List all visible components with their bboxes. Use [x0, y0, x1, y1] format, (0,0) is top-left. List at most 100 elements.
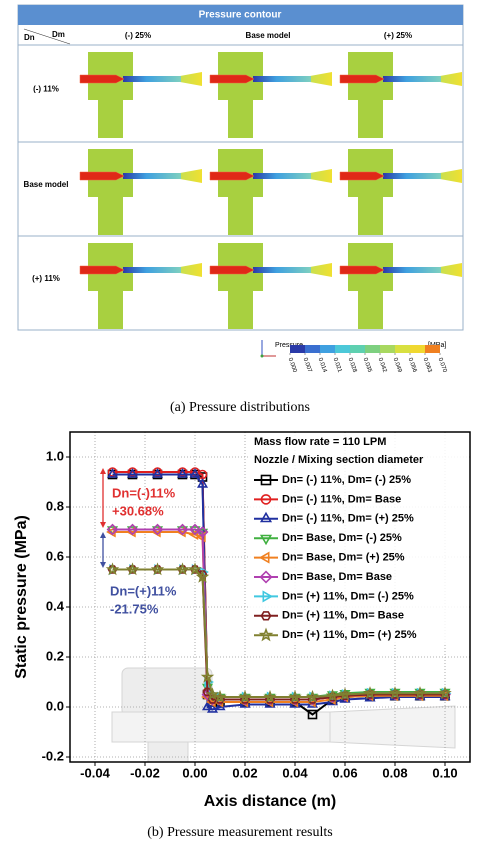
annotation: Dn=(-)11% — [112, 485, 176, 500]
legend-label: Dn= Base, Dm= (+) 25% — [282, 552, 405, 564]
nozzle — [79, 265, 125, 275]
colorbar-segment — [365, 345, 380, 353]
y-axis-label: Static pressure (MPa) — [13, 515, 30, 679]
x-tick-label: 0.04 — [282, 765, 308, 780]
diffuser — [180, 72, 202, 86]
plot-frame — [69, 431, 471, 763]
colorbar-segment — [290, 345, 305, 353]
marker — [196, 478, 209, 488]
marker — [338, 687, 352, 701]
nozzle — [339, 74, 385, 84]
colorbar-title: Pressure — [275, 342, 303, 349]
y-tick-label: 0.0 — [46, 698, 64, 713]
marker — [176, 468, 189, 478]
contour-image — [79, 52, 202, 138]
x-tick-label: 0.02 — [232, 765, 257, 780]
nozzle — [79, 74, 125, 84]
diffuser — [310, 72, 332, 86]
column-label: Base model — [246, 31, 291, 40]
x-tick-label: 0.08 — [382, 765, 407, 780]
marker — [189, 523, 201, 536]
marker — [201, 700, 214, 711]
marker — [175, 562, 190, 576]
legend-marker — [260, 611, 272, 621]
marker — [150, 562, 165, 576]
marker — [206, 703, 219, 713]
contour-image — [339, 52, 462, 138]
legend-label: Dn= (+) 11%, Dm= (+) 25% — [282, 629, 417, 641]
panel-header — [18, 5, 463, 25]
contour-image — [79, 149, 202, 235]
x-tick-label: -0.04 — [80, 765, 110, 780]
annotation: -21.75% — [110, 601, 159, 616]
body — [348, 243, 393, 329]
mixing-tube — [123, 173, 181, 179]
marker — [189, 468, 201, 478]
legend-label: Dn= (-) 11%, Dm= (-) 25% — [282, 474, 411, 486]
colorbar-tick-label: 0.021 — [332, 357, 343, 374]
diffuser — [180, 263, 202, 277]
mixing-tube — [253, 76, 311, 82]
col-axis-label: Dm — [52, 30, 65, 39]
body — [218, 243, 263, 329]
nozzle — [209, 265, 255, 275]
body — [218, 149, 263, 235]
marker — [438, 686, 452, 700]
marker — [176, 523, 189, 536]
marker — [263, 689, 277, 703]
marker — [126, 523, 139, 536]
marker — [107, 467, 118, 477]
colorbar-tick-label: 0.056 — [407, 357, 418, 374]
y-tick-label: 0.8 — [46, 498, 64, 513]
legend-title: Nozzle / Mixing section diameter — [254, 454, 424, 466]
contour-image — [339, 149, 462, 235]
panel-title: Pressure contour — [199, 10, 282, 21]
marker — [106, 468, 119, 478]
x-tick-label: -0.02 — [130, 765, 160, 780]
legend-label: Dn= (+) 11%, Dm= (-) 25% — [282, 590, 414, 602]
marker — [200, 669, 215, 683]
row-axis-label: Dn — [24, 33, 35, 42]
diffuser — [440, 263, 462, 277]
legend: Mass flow rate = 110 LPM Nozzle / Mixing … — [250, 433, 469, 643]
y-tick-label: 1.0 — [46, 448, 64, 463]
mixing-tube — [123, 267, 181, 273]
nozzle — [339, 265, 385, 275]
legend-label: Dn= Base, Dm= (-) 25% — [282, 532, 402, 544]
colorbar-tick-label: 0.063 — [422, 357, 433, 374]
marker — [127, 467, 138, 477]
marker — [125, 562, 140, 576]
column-label: (+) 25% — [384, 31, 412, 40]
marker — [195, 569, 210, 583]
colorbar-segment — [425, 345, 440, 353]
column-label: (-) 25% — [125, 31, 151, 40]
marker — [151, 468, 164, 478]
colorbar-segment — [410, 345, 425, 353]
chart-panel: (b) Pressure measurement results -0.2 0.0… — [13, 431, 471, 840]
body — [88, 243, 133, 329]
marker — [177, 467, 188, 477]
marker — [213, 689, 227, 703]
sketch-stem — [147, 741, 189, 763]
legend-marker — [262, 590, 273, 603]
marker — [196, 526, 209, 538]
colorbar-segment — [305, 345, 320, 353]
marker — [288, 689, 302, 703]
marker — [363, 686, 377, 700]
marker — [106, 523, 119, 536]
y-tick-label: 0.6 — [46, 548, 64, 563]
y-tick-label: 0.4 — [46, 598, 65, 613]
contour-image — [209, 149, 332, 235]
colorbar-segment — [350, 345, 365, 353]
nozzle — [209, 171, 255, 181]
series — [105, 562, 452, 703]
sketch-body — [121, 667, 213, 717]
x-axis-label: Axis distance (m) — [204, 793, 336, 810]
legend-label: Dn= (-) 11%, Dm= (+) 25% — [282, 513, 414, 525]
mixing-tube — [253, 173, 311, 179]
legend-marker — [260, 494, 272, 505]
colorbar-segment — [380, 345, 395, 353]
colorbar-tick-label: 0.014 — [317, 357, 328, 374]
diffuser — [440, 169, 462, 183]
colorbar-tick-label: 0.028 — [347, 357, 358, 374]
